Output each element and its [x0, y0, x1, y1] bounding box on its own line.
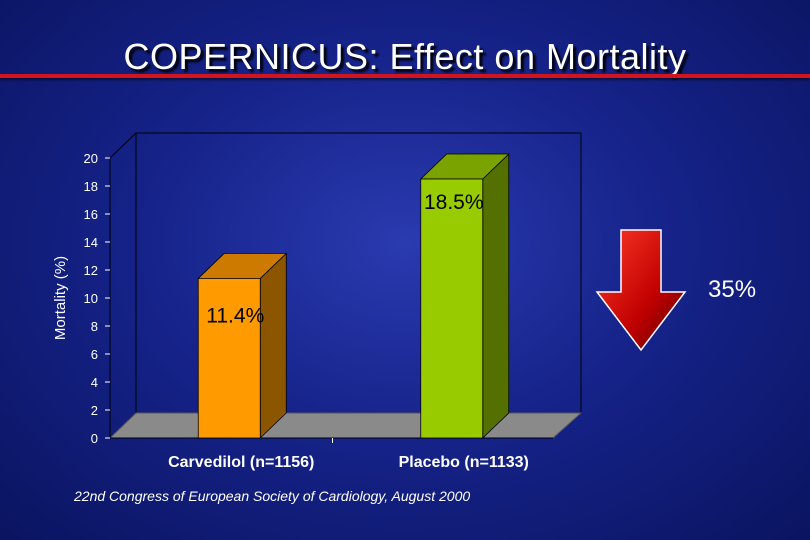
source-citation: 22nd Congress of European Society of Car…	[74, 488, 471, 504]
bar	[197, 277, 261, 439]
x-category-label: Carvedilol (n=1156)	[168, 454, 314, 471]
y-tick-label: 16	[84, 207, 98, 222]
plot-side-wall-edge	[109, 132, 137, 159]
chart-title: COPERNICUS: Effect on Mortality	[123, 36, 687, 77]
y-tick-label: 2	[91, 403, 98, 418]
x-category-label: Placebo (n=1133)	[399, 454, 529, 471]
y-tick-label: 14	[84, 235, 98, 250]
reduction-label: 35%	[708, 276, 757, 303]
plot-floor	[108, 412, 583, 439]
y-axis-label: Mortality (%)	[52, 256, 69, 340]
down-arrow-icon	[595, 229, 687, 352]
title-divider	[0, 74, 810, 78]
y-tick-label: 8	[91, 319, 98, 334]
y-tick-label: 18	[84, 179, 98, 194]
y-tick-label: 0	[91, 431, 98, 446]
y-tick-label: 20	[84, 151, 98, 166]
bar	[420, 178, 484, 439]
data-label: 11.4%	[206, 304, 264, 327]
y-tick-label: 12	[84, 263, 98, 278]
bar-side	[482, 153, 510, 439]
y-tick-label: 6	[91, 347, 98, 362]
data-label: 18.5%	[424, 191, 484, 214]
bar-side	[259, 252, 287, 439]
y-tick-label: 10	[84, 291, 98, 306]
y-tick-label: 4	[91, 375, 98, 390]
